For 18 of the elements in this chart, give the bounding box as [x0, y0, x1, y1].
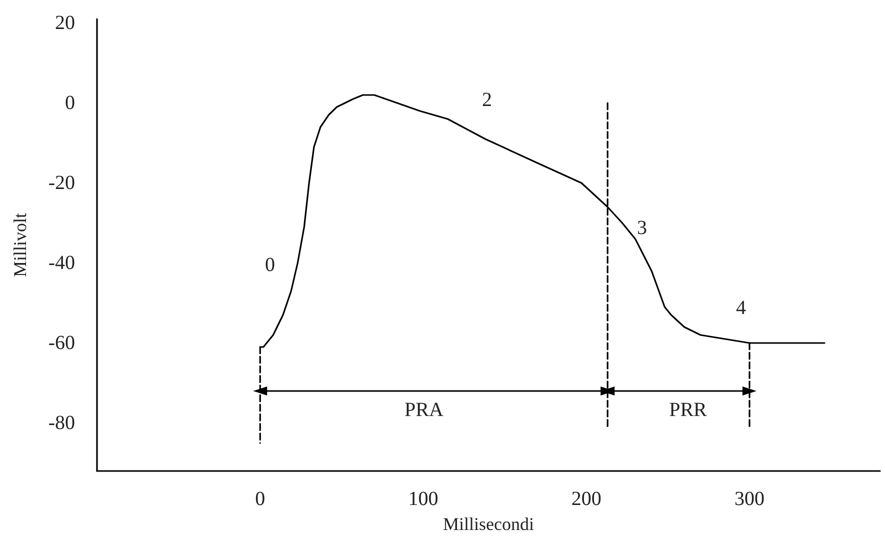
y-tick-label: -60 [48, 332, 75, 354]
x-axis-title: Millisecondi [443, 514, 534, 534]
x-tick-label: 300 [734, 488, 764, 510]
y-tick-label: -20 [48, 172, 75, 194]
y-tick-label: -40 [48, 252, 75, 274]
x-tick-label: 0 [255, 488, 266, 510]
y-tick-label: -80 [48, 412, 75, 434]
y-tick-label: 0 [65, 92, 75, 114]
annotation: 3 [637, 217, 647, 239]
annotation: 0 [265, 254, 275, 276]
annotation: PRR [669, 399, 708, 421]
y-axis-title: Millivolt [10, 212, 30, 278]
annotation: 4 [736, 297, 746, 319]
x-tick-label: 200 [571, 488, 602, 510]
x-tick-label: 100 [408, 488, 438, 510]
annotation: 2 [482, 89, 492, 111]
y-tick-label: 20 [55, 12, 75, 34]
annotation: PRA [404, 399, 444, 421]
